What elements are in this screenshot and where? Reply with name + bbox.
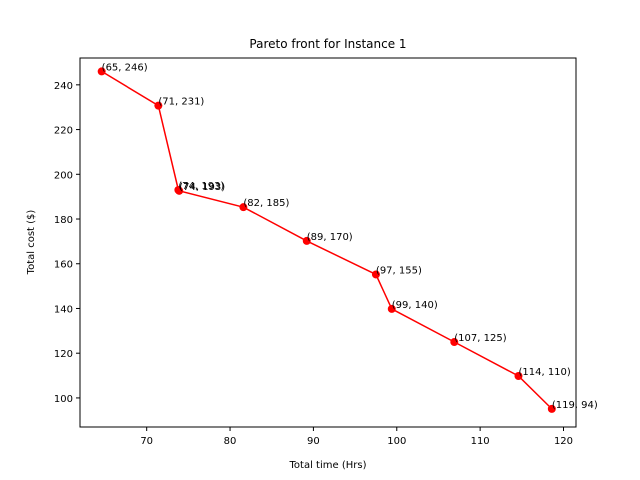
y-tick-label: 240 [54,81,73,92]
point-label: (89, 170) [307,232,353,243]
point-label: (97, 155) [376,265,422,276]
data-point [387,304,396,313]
chart-title: Pareto front for Instance 1 [249,37,406,51]
x-tick-label: 100 [387,436,406,447]
y-tick-label: 220 [54,126,73,137]
data-point [514,372,523,381]
point-label: (82, 185) [243,198,289,209]
data-point [239,203,248,212]
plot-content: (65, 246)(71, 231)(74, 193)(74, 193)(82,… [97,62,598,413]
point-label: (107, 125) [454,333,506,344]
data-point [154,101,163,110]
data-point [371,270,380,279]
point-label: (65, 246) [102,62,148,73]
y-axis-label: Total cost ($) [26,210,37,276]
data-point [450,338,459,347]
x-tick-label: 120 [554,436,573,447]
y-tick-label: 180 [54,215,73,226]
data-point [175,186,184,195]
x-tick-label: 70 [140,436,153,447]
y-tick-label: 100 [54,394,73,405]
x-axis-label: Total time (Hrs) [289,460,367,471]
y-tick-label: 200 [54,170,73,181]
y-tick-label: 160 [54,260,73,271]
plot-frame [79,57,577,428]
x-tick-label: 80 [224,436,237,447]
point-label: (119, 94) [552,400,598,411]
point-label: (99, 140) [392,300,438,311]
x-axis: 70 80 90 100 110 120 [140,427,573,447]
x-tick-label: 110 [471,436,490,447]
point-label: (74, 193) [179,182,225,193]
y-tick-label: 120 [54,349,73,360]
data-point [97,67,106,76]
point-label: (114, 110) [518,367,570,378]
y-axis: 100 120 140 160 180 200 220 240 [54,81,80,405]
point-label: (71, 231) [158,97,204,108]
point-label: (74, 193) [178,181,224,192]
x-tick-label: 90 [307,436,320,447]
y-tick-label: 140 [54,304,73,315]
data-point [547,404,556,413]
data-point [302,236,311,245]
